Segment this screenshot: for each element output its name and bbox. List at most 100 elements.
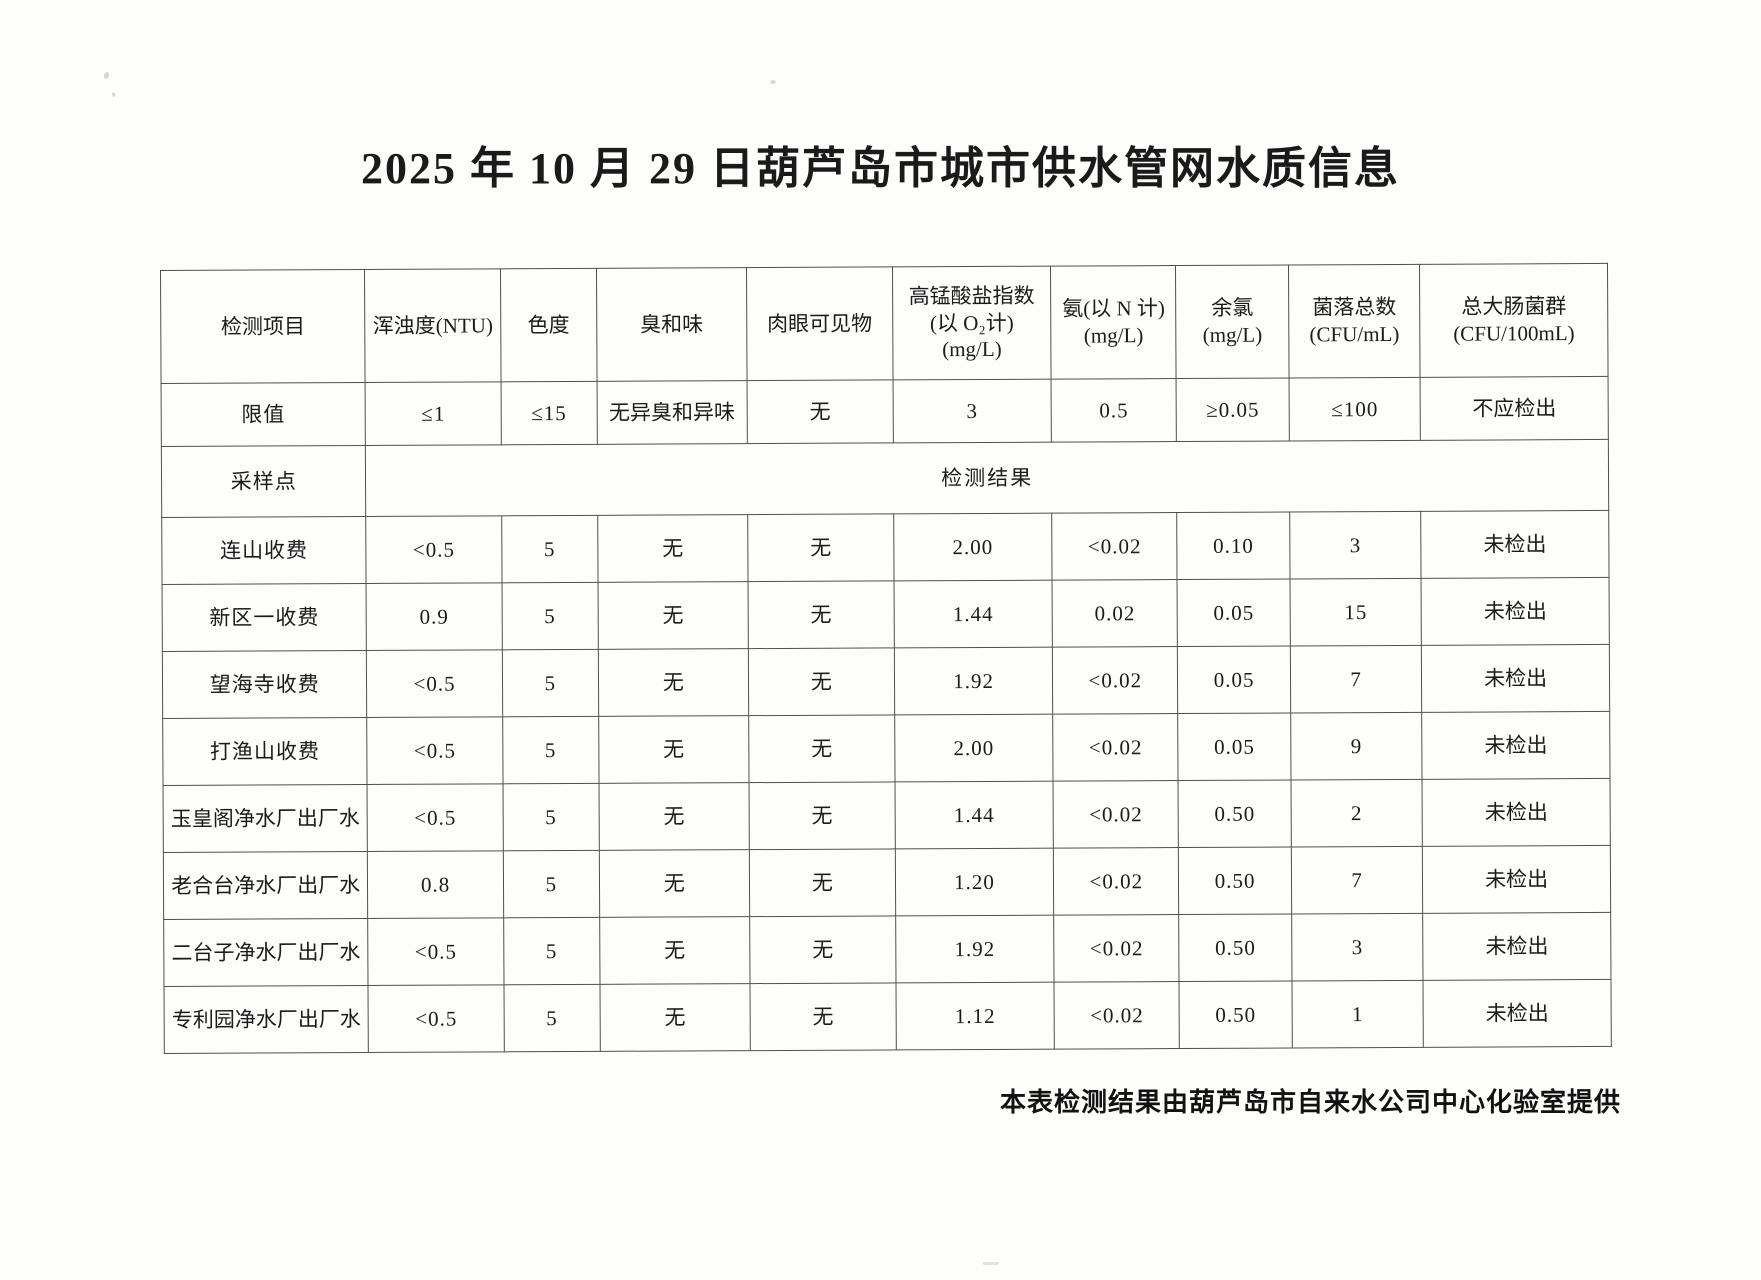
table-row: 望海寺收费 <0.5 5 无 无 1.92 <0.02 0.05 7 未检出 xyxy=(162,644,1610,719)
cell-odor-taste: 无 xyxy=(599,983,751,1052)
cell-residual-chlorine: 0.05 xyxy=(1178,712,1291,781)
footnote-source: 本表检测结果由葫芦岛市自来水公司中心化验室提供 xyxy=(999,1088,1621,1117)
cell-permanganate-index: 2.00 xyxy=(894,714,1054,782)
cell-ammonia: <0.02 xyxy=(1052,646,1179,715)
cell-odor-taste: 无 xyxy=(598,715,749,784)
cell-permanganate-index: 1.44 xyxy=(893,580,1053,648)
table-row-sampling-points-header: 采样点 检测结果 xyxy=(161,439,1609,518)
cell-turbidity: 0.8 xyxy=(367,850,504,919)
row-sample-name: 二台子净水厂出厂水 xyxy=(163,918,369,987)
page-title: 2025 年 10 月 29 日葫芦岛市城市供水管网水质信息 xyxy=(361,144,1400,193)
cell-total-coliform: 未检出 xyxy=(1422,778,1611,847)
table-row: 打渔山收费 <0.5 5 无 无 2.00 <0.02 0.05 9 未检出 xyxy=(162,711,1611,786)
cell-visible-matter: 无 xyxy=(747,580,895,649)
cell-odor-taste: 无 xyxy=(599,849,750,918)
header-cell-permanganate-index: 高锰酸盐指数 (以 O₂计) (mg/L) xyxy=(892,266,1052,380)
cell-visible-matter: 无 xyxy=(748,714,895,783)
cell-chroma: 5 xyxy=(501,515,598,583)
cell-permanganate-index: 1.20 xyxy=(895,848,1054,916)
header-line: 肉眼可见物 xyxy=(767,311,873,336)
cell-visible-matter: 无 xyxy=(749,982,897,1051)
cell-colony-count: 3 xyxy=(1291,913,1424,981)
cell-colony-count: 7 xyxy=(1291,846,1423,914)
cell-ammonia: <0.02 xyxy=(1052,713,1179,782)
cell-odor-taste: 无 xyxy=(598,782,750,851)
table-row-limit-values: 限值 ≤1 ≤15 无异臭和异味 无 3 0.5 ≥0.05 ≤100 不应检出 xyxy=(161,376,1609,447)
limit-value-ammonia: 0.5 xyxy=(1051,378,1177,443)
cell-residual-chlorine: 0.50 xyxy=(1179,913,1292,982)
limit-value-permanganate-index: 3 xyxy=(892,379,1052,443)
cell-permanganate-index: 1.12 xyxy=(895,982,1055,1050)
scan-artifact-speck xyxy=(103,71,110,80)
header-line: (以 O₂计) xyxy=(929,310,1014,335)
cell-chroma: 5 xyxy=(503,984,601,1052)
header-line: 检测项目 xyxy=(220,313,305,339)
table-row: 专利园净水厂出厂水 <0.5 5 无 无 1.12 <0.02 0.50 1 未… xyxy=(164,979,1612,1054)
cell-colony-count: 2 xyxy=(1290,779,1423,847)
cell-residual-chlorine: 0.05 xyxy=(1177,578,1291,647)
cell-turbidity: 0.9 xyxy=(366,582,503,651)
header-cell-total-coliform: 总大肠菌群 (CFU/100mL) xyxy=(1419,263,1609,378)
cell-turbidity: <0.5 xyxy=(366,649,503,718)
cell-total-coliform: 未检出 xyxy=(1421,577,1610,646)
scan-artifact-speck xyxy=(770,80,776,84)
cell-turbidity: <0.5 xyxy=(367,716,503,785)
header-cell-residual-chlorine: 余氯 (mg/L) xyxy=(1175,264,1289,379)
cell-total-coliform: 未检出 xyxy=(1421,644,1610,713)
cell-permanganate-index: 2.00 xyxy=(893,513,1053,581)
limit-value-total-coliform: 不应检出 xyxy=(1420,376,1609,441)
cell-turbidity: <0.5 xyxy=(368,984,505,1053)
header-cell-test-item: 检测项目 xyxy=(160,269,366,384)
cell-odor-taste: 无 xyxy=(597,581,749,650)
limit-value-colony-count: ≤100 xyxy=(1288,377,1421,441)
cell-visible-matter: 无 xyxy=(749,915,896,984)
header-cell-visible-matter: 肉眼可见物 xyxy=(746,266,893,381)
table-row: 新区一收费 0.9 5 无 无 1.44 0.02 0.05 15 未检出 xyxy=(162,577,1610,652)
limit-value-visible-matter: 无 xyxy=(746,379,894,444)
row-sample-name: 老合台净水厂出厂水 xyxy=(163,851,368,920)
table-row: 老合台净水厂出厂水 0.8 5 无 无 1.20 <0.02 0.50 7 未检… xyxy=(163,845,1611,920)
cell-colony-count: 15 xyxy=(1289,578,1422,646)
cell-chroma: 5 xyxy=(501,582,599,650)
header-line: 菌落总数 xyxy=(1312,295,1397,320)
header-line: (mg/L) xyxy=(1202,322,1263,347)
header-line: 浑浊度(NTU) xyxy=(372,312,493,338)
cell-ammonia: <0.02 xyxy=(1053,847,1180,916)
scan-artifact-speck xyxy=(983,1262,999,1265)
water-quality-table: 检测项目 浑浊度(NTU) 色度 xyxy=(160,263,1612,1054)
row-sample-name: 专利园净水厂出厂水 xyxy=(164,985,369,1054)
cell-odor-taste: 无 xyxy=(599,916,750,985)
header-line: 臭和味 xyxy=(640,311,704,337)
cell-ammonia: <0.02 xyxy=(1054,981,1180,1050)
cell-permanganate-index: 1.92 xyxy=(895,915,1055,983)
cell-ammonia: <0.02 xyxy=(1051,512,1178,581)
cell-visible-matter: 无 xyxy=(747,513,894,582)
row-sample-name: 玉皇阁净水厂出厂水 xyxy=(163,784,368,853)
cell-visible-matter: 无 xyxy=(749,848,896,917)
cell-chroma: 5 xyxy=(502,649,599,717)
table-row: 玉皇阁净水厂出厂水 <0.5 5 无 无 1.44 <0.02 0.50 2 未… xyxy=(163,778,1611,853)
table-row: 二台子净水厂出厂水 <0.5 5 无 无 1.92 <0.02 0.50 3 未… xyxy=(163,912,1611,987)
row-sample-name: 新区一收费 xyxy=(162,583,367,652)
header-line: (mg/L) xyxy=(942,337,1002,362)
header-line: 余氯 xyxy=(1211,295,1254,320)
cell-residual-chlorine: 0.50 xyxy=(1179,980,1293,1049)
header-cell-chroma: 色度 xyxy=(500,268,597,382)
cell-turbidity: <0.5 xyxy=(367,917,504,986)
cell-ammonia: 0.02 xyxy=(1052,579,1178,648)
cell-chroma: 5 xyxy=(503,850,600,918)
cell-total-coliform: 未检出 xyxy=(1422,845,1611,914)
cell-colony-count: 1 xyxy=(1291,980,1424,1048)
cell-turbidity: <0.5 xyxy=(367,783,504,852)
test-results-label: 检测结果 xyxy=(365,439,1609,517)
cell-residual-chlorine: 0.50 xyxy=(1178,779,1292,848)
cell-residual-chlorine: 0.05 xyxy=(1177,645,1291,714)
cell-colony-count: 3 xyxy=(1289,511,1422,579)
cell-chroma: 5 xyxy=(502,716,599,784)
cell-visible-matter: 无 xyxy=(748,647,895,716)
cell-turbidity: <0.5 xyxy=(366,515,502,584)
header-cell-odor-taste: 臭和味 xyxy=(596,267,747,382)
cell-permanganate-index: 1.92 xyxy=(894,647,1053,715)
limit-value-turbidity: ≤1 xyxy=(365,381,502,446)
